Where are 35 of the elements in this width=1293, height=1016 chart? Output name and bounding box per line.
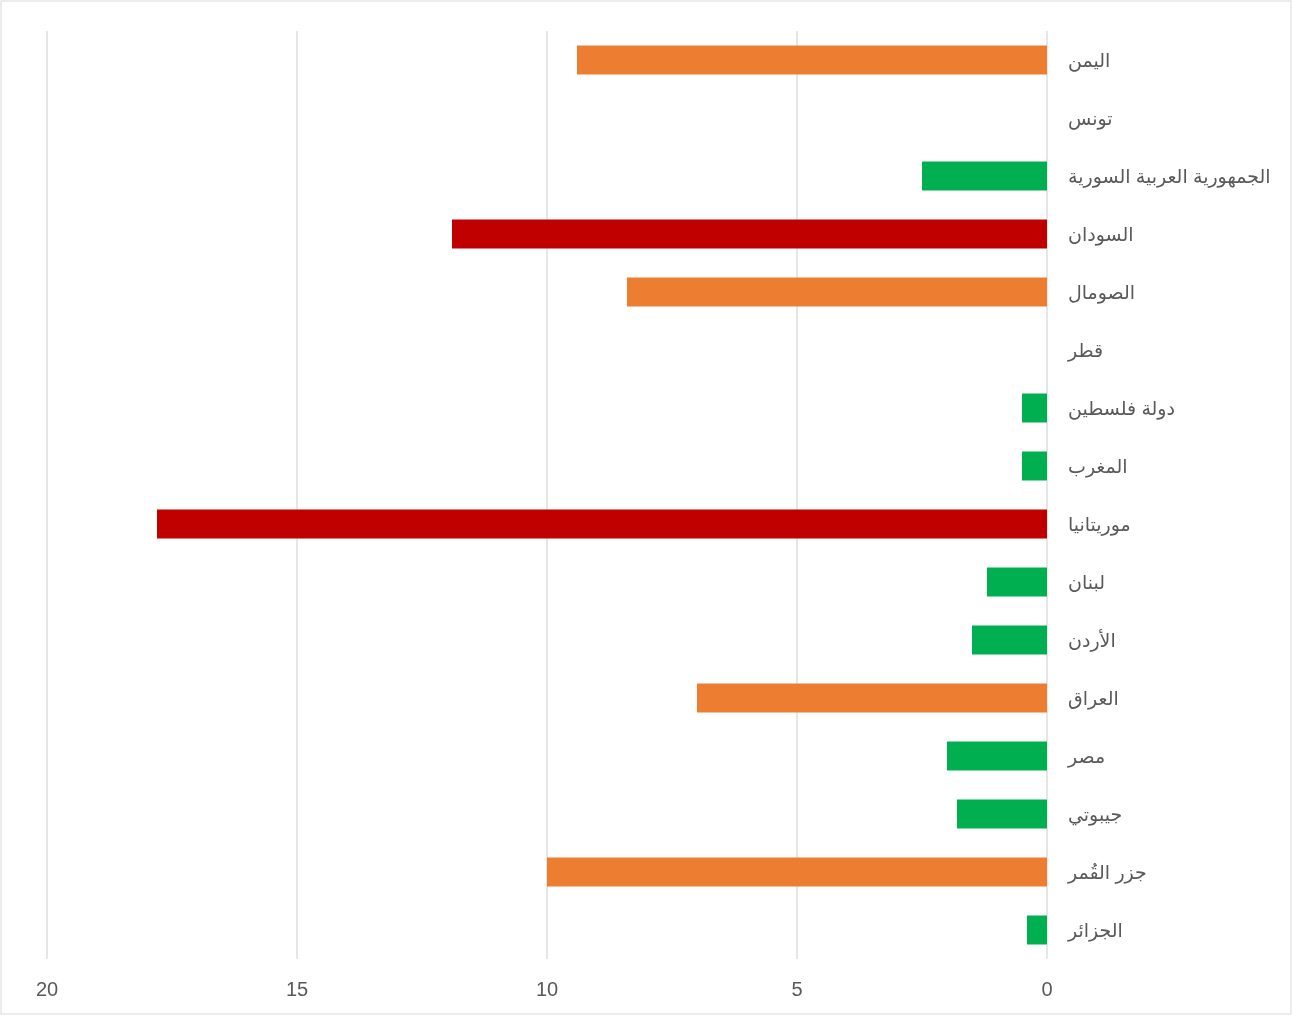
bar xyxy=(972,625,1047,655)
bar xyxy=(697,683,1047,713)
y-tick-label: الصومال xyxy=(1068,282,1136,304)
y-tick-label: الجزائر xyxy=(1067,920,1123,942)
x-tick-label: 20 xyxy=(35,978,59,1000)
y-tick-label: دولة فلسطين xyxy=(1068,398,1175,420)
y-tick-label: الأردن xyxy=(1068,629,1116,652)
bar xyxy=(577,45,1047,75)
y-tick-label: اليمن xyxy=(1068,50,1111,72)
bar xyxy=(987,567,1047,597)
x-tick-label: 0 xyxy=(1041,978,1053,1000)
y-tick-label: جزر القُمر xyxy=(1067,862,1147,884)
y-tick-label: العراق xyxy=(1068,688,1119,710)
x-tick-label: 15 xyxy=(285,978,309,1000)
bar xyxy=(922,161,1047,191)
x-tick-label: 5 xyxy=(791,978,803,1000)
y-tick-label: تونس xyxy=(1068,108,1113,130)
x-tick-label: 10 xyxy=(535,978,559,1000)
bar xyxy=(627,277,1047,307)
bar xyxy=(1022,393,1047,423)
bar xyxy=(547,857,1047,887)
y-tick-label: موريتانيا xyxy=(1068,514,1131,536)
bar xyxy=(1022,451,1047,481)
bar xyxy=(452,219,1047,249)
y-tick-label: السودان xyxy=(1068,224,1134,246)
y-tick-label: المغرب xyxy=(1068,456,1128,478)
y-tick-label: قطر xyxy=(1067,340,1104,362)
bar xyxy=(947,741,1047,771)
bar xyxy=(957,799,1047,829)
bar xyxy=(157,509,1047,539)
bar xyxy=(1027,915,1047,945)
y-tick-label: لبنان xyxy=(1068,572,1105,593)
y-tick-label: الجمهورية العربية السورية xyxy=(1068,166,1271,188)
y-tick-label: جيبوتي xyxy=(1068,804,1123,826)
y-tick-label: مصر xyxy=(1067,746,1106,768)
